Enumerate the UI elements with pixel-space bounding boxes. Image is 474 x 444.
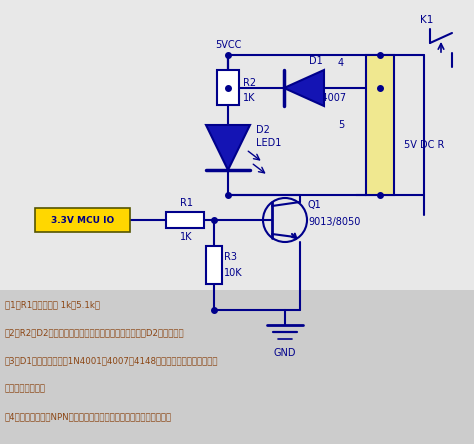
Text: 1K: 1K bbox=[243, 92, 255, 103]
Bar bbox=[166, 212, 204, 228]
Text: 9013/8050: 9013/8050 bbox=[308, 217, 360, 227]
Bar bbox=[0, 0, 474, 290]
Text: D2: D2 bbox=[256, 125, 270, 135]
Text: （1）R1取値范围： 1k到5.1k。: （1）R1取値范围： 1k到5.1k。 bbox=[5, 300, 100, 309]
Text: 5V DC R: 5V DC R bbox=[404, 140, 444, 150]
Text: （4）三极管需选用NPN，高电平继电器动作，低电平继电器不动作。: （4）三极管需选用NPN，高电平继电器动作，低电平继电器不动作。 bbox=[5, 412, 172, 421]
Text: 5: 5 bbox=[338, 120, 344, 130]
Text: Q1: Q1 bbox=[308, 200, 322, 210]
Text: R1: R1 bbox=[180, 198, 193, 208]
Text: K1: K1 bbox=[420, 15, 433, 25]
Bar bbox=[217, 70, 239, 105]
Text: GND: GND bbox=[274, 348, 296, 358]
Bar bbox=[0, 290, 474, 444]
Text: D1: D1 bbox=[309, 56, 323, 66]
Polygon shape bbox=[206, 125, 250, 170]
Text: R2: R2 bbox=[243, 78, 256, 87]
Text: 放线圈上的能量。: 放线圈上的能量。 bbox=[5, 384, 46, 393]
Text: （2）R2和D2用来指示继电器是否动作，如果继电器动作D2会亮，可以: （2）R2和D2用来指示继电器是否动作，如果继电器动作D2会亮，可以 bbox=[5, 328, 185, 337]
Polygon shape bbox=[284, 70, 324, 106]
Text: LED1: LED1 bbox=[256, 138, 282, 148]
Text: R3: R3 bbox=[224, 252, 237, 262]
Text: 1N4007: 1N4007 bbox=[309, 93, 347, 103]
Text: 10K: 10K bbox=[224, 268, 243, 278]
Bar bbox=[35, 208, 130, 232]
Text: 1K: 1K bbox=[180, 232, 192, 242]
Bar bbox=[206, 246, 222, 284]
Text: 5VCC: 5VCC bbox=[215, 40, 241, 50]
Bar bbox=[366, 55, 394, 195]
Text: 4: 4 bbox=[338, 58, 344, 68]
Text: （3）D1：续流二极管，1N4001，4007，4148均可，继电器线圈由导通到: （3）D1：续流二极管，1N4001，4007，4148均可，继电器线圈由导通到 bbox=[5, 356, 219, 365]
Text: 3.3V MCU IO: 3.3V MCU IO bbox=[51, 215, 114, 225]
